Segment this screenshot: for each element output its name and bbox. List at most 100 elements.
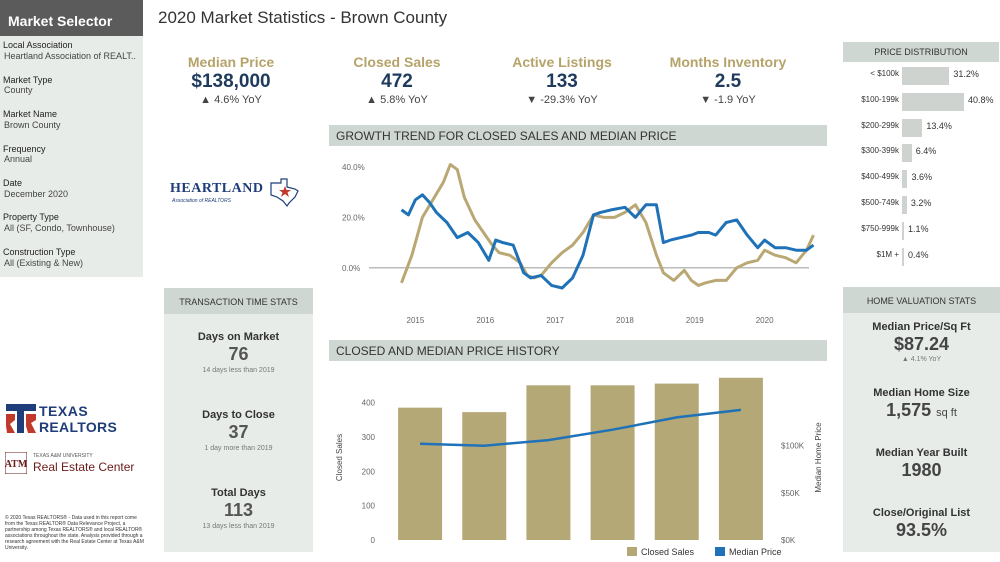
stat-label: Days on Market [197,331,280,343]
growth-x-tick: 2019 [686,316,704,325]
sidebar-item-construction-type[interactable]: Construction Type All (Existing & New) [0,247,143,271]
growth-x-tick: 2018 [616,316,634,325]
kpi-months-inventory: Months Inventory 2.5 ▼ -1.9 YoY [653,54,803,106]
price-pct-label: 3.2% [910,198,932,208]
sidebar-label: Frequency [3,144,46,154]
price-range-label: < $100k [870,69,899,78]
sidebar-item-market-type[interactable]: Market Type County [0,75,143,99]
stat-label: Median Year Built [875,447,968,459]
page-title: 2020 Market Statistics - Brown County [158,8,448,27]
history-right-tick: $100K [781,442,805,451]
closed-sales-bar [526,385,571,540]
price-distribution-bar [902,196,907,214]
right-axis-label: Median Home Price [814,422,823,493]
sidebar-value: Heartland Association of REALT.. [4,51,136,61]
sidebar-item-market-name[interactable]: Market Name Brown County [0,109,143,133]
kpi-active-listings: Active Listings 133 ▼ -29.3% YoY [487,54,637,106]
kpi-value: 133 [546,71,578,92]
year-built-stat: Median Year Built 1980 [843,447,1000,481]
price-distribution-row: $500-749k 3.2% [843,196,999,214]
price-distribution-bar [902,247,904,266]
sidebar-item-local-association[interactable]: Local Association Heartland Association … [0,40,143,64]
sidebar-item-property-type[interactable]: Property Type All (SF, Condo, Townhouse) [0,212,143,236]
sidebar-value: Brown County [4,120,61,130]
texas-star-icon [270,178,299,207]
price-history-chart: 400 300 200 100 0 $100K $50K $0K Closed Sales Med… [335,377,823,557]
kpi-label: Active Listings [512,54,612,70]
sidebar-label: Market Name [3,109,58,119]
kpi-label: Median Price [187,54,275,70]
texas-realtors-line1: TEXAS [39,403,89,419]
stat-note: 14 days less than 2019 [202,367,275,374]
kpi-change: ▲ 4.6% YoY [200,94,262,106]
price-distribution-row: $300-399k 6.4% [843,144,999,163]
sidebar-item-date[interactable]: Date December 2020 [0,178,143,202]
stat-note: 1 day more than 2019 [204,445,273,452]
sidebar-label: Local Association [3,40,73,50]
price-pct-label: 1.1% [908,223,929,234]
kpi-median-price: Median Price $138,000 ▲ 4.6% YoY [156,54,306,106]
stat-value: $87.24 [893,334,950,354]
kpi-label: Months Inventory [669,54,787,70]
close-original-list-stat: Close/Original List 93.5% [843,507,1000,541]
legend-median-price-swatch [715,547,725,556]
sidebar-value: All (Existing & New) [4,258,84,268]
price-pct-label: 40.8% [968,94,994,105]
sidebar-value: County [4,85,33,95]
stat-value: 76 [228,344,249,364]
price-range-label: $500-749k [861,198,899,207]
kpi-change: ▲ 5.8% YoY [366,94,428,106]
sidebar-label: Property Type [3,212,59,222]
price-pct-label: 13.4% [926,120,952,131]
price-pct-label: 0.4% [908,249,929,260]
growth-y-tick: 0.0% [342,264,360,273]
growth-x-tick: 2015 [407,316,425,325]
history-right-tick: $50K [781,489,800,498]
kpi-value: 2.5 [714,71,742,92]
legend-closed-sales-swatch [627,547,637,556]
median-price-growth-line [400,193,815,290]
kpi-label: Closed Sales [353,54,441,70]
price-distribution-row: $200-299k 13.4% [843,118,999,137]
atm-logo-icon: ATM [5,452,27,474]
price-distribution-bar [902,144,912,163]
price-per-sqft-stat: Median Price/Sq Ft $87.24 ▲ 4.1% YoY [843,321,1000,363]
heartland-logo-line1: HEARTLAND [170,181,264,196]
history-left-tick: 200 [362,467,376,476]
history-left-tick: 100 [362,502,376,511]
kpi-closed-sales: Closed Sales 472 ▲ 5.8% YoY [322,54,472,106]
growth-x-tick: 2016 [476,316,494,325]
closed-sales-bar [398,407,443,540]
price-history-header: CLOSED AND MEDIAN PRICE HISTORY [329,340,827,361]
price-distribution-row: $400-499k 3.6% [843,170,999,189]
growth-x-tick: 2020 [756,316,774,325]
left-axis-label: Closed Sales [335,434,344,481]
svg-text:ATM: ATM [5,459,27,470]
market-selector-panel [0,0,143,277]
transaction-stats-panel [164,288,313,552]
price-distribution-bar [902,118,923,137]
history-left-tick: 0 [371,536,376,545]
growth-y-tick: 20.0% [342,213,365,222]
home-valuation-panel [843,287,1000,552]
sidebar-item-frequency[interactable]: Frequency Annual [0,144,143,168]
home-valuation-header: HOME VALUATION STATS [843,287,1000,313]
stat-label: Median Home Size [873,387,970,399]
sidebar-value: December 2020 [4,189,69,199]
kpi-value: 472 [381,71,413,92]
price-range-label: $300-399k [861,146,899,156]
stat-label: Close/Original List [872,507,971,519]
kpi-change: ▼ -29.3% YoY [526,94,598,106]
home-size-stat: Median Home Size 1,575 sq ft [843,387,1000,421]
growth-y-tick: 40.0% [342,163,365,172]
price-distribution-header: PRICE DISTRIBUTION [843,42,999,62]
price-range-label: $750-999k [861,223,899,233]
tamu-real-estate-center-logo: ATM TEXAS A&M UNIVERSITY Real Estate Cen… [5,450,140,476]
closed-sales-bar [462,412,507,540]
total-days-stat: Total Days 113 13 days less than 2019 [164,487,313,530]
sidebar-label: Date [3,178,23,188]
heartland-realtors-logo: HEARTLAND Association of REALTORS [170,177,302,213]
price-distribution-row: $1M + 0.4% [843,247,999,266]
stat-label: Median Price/Sq Ft [872,321,971,333]
stat-label: Days to Close [202,409,275,421]
